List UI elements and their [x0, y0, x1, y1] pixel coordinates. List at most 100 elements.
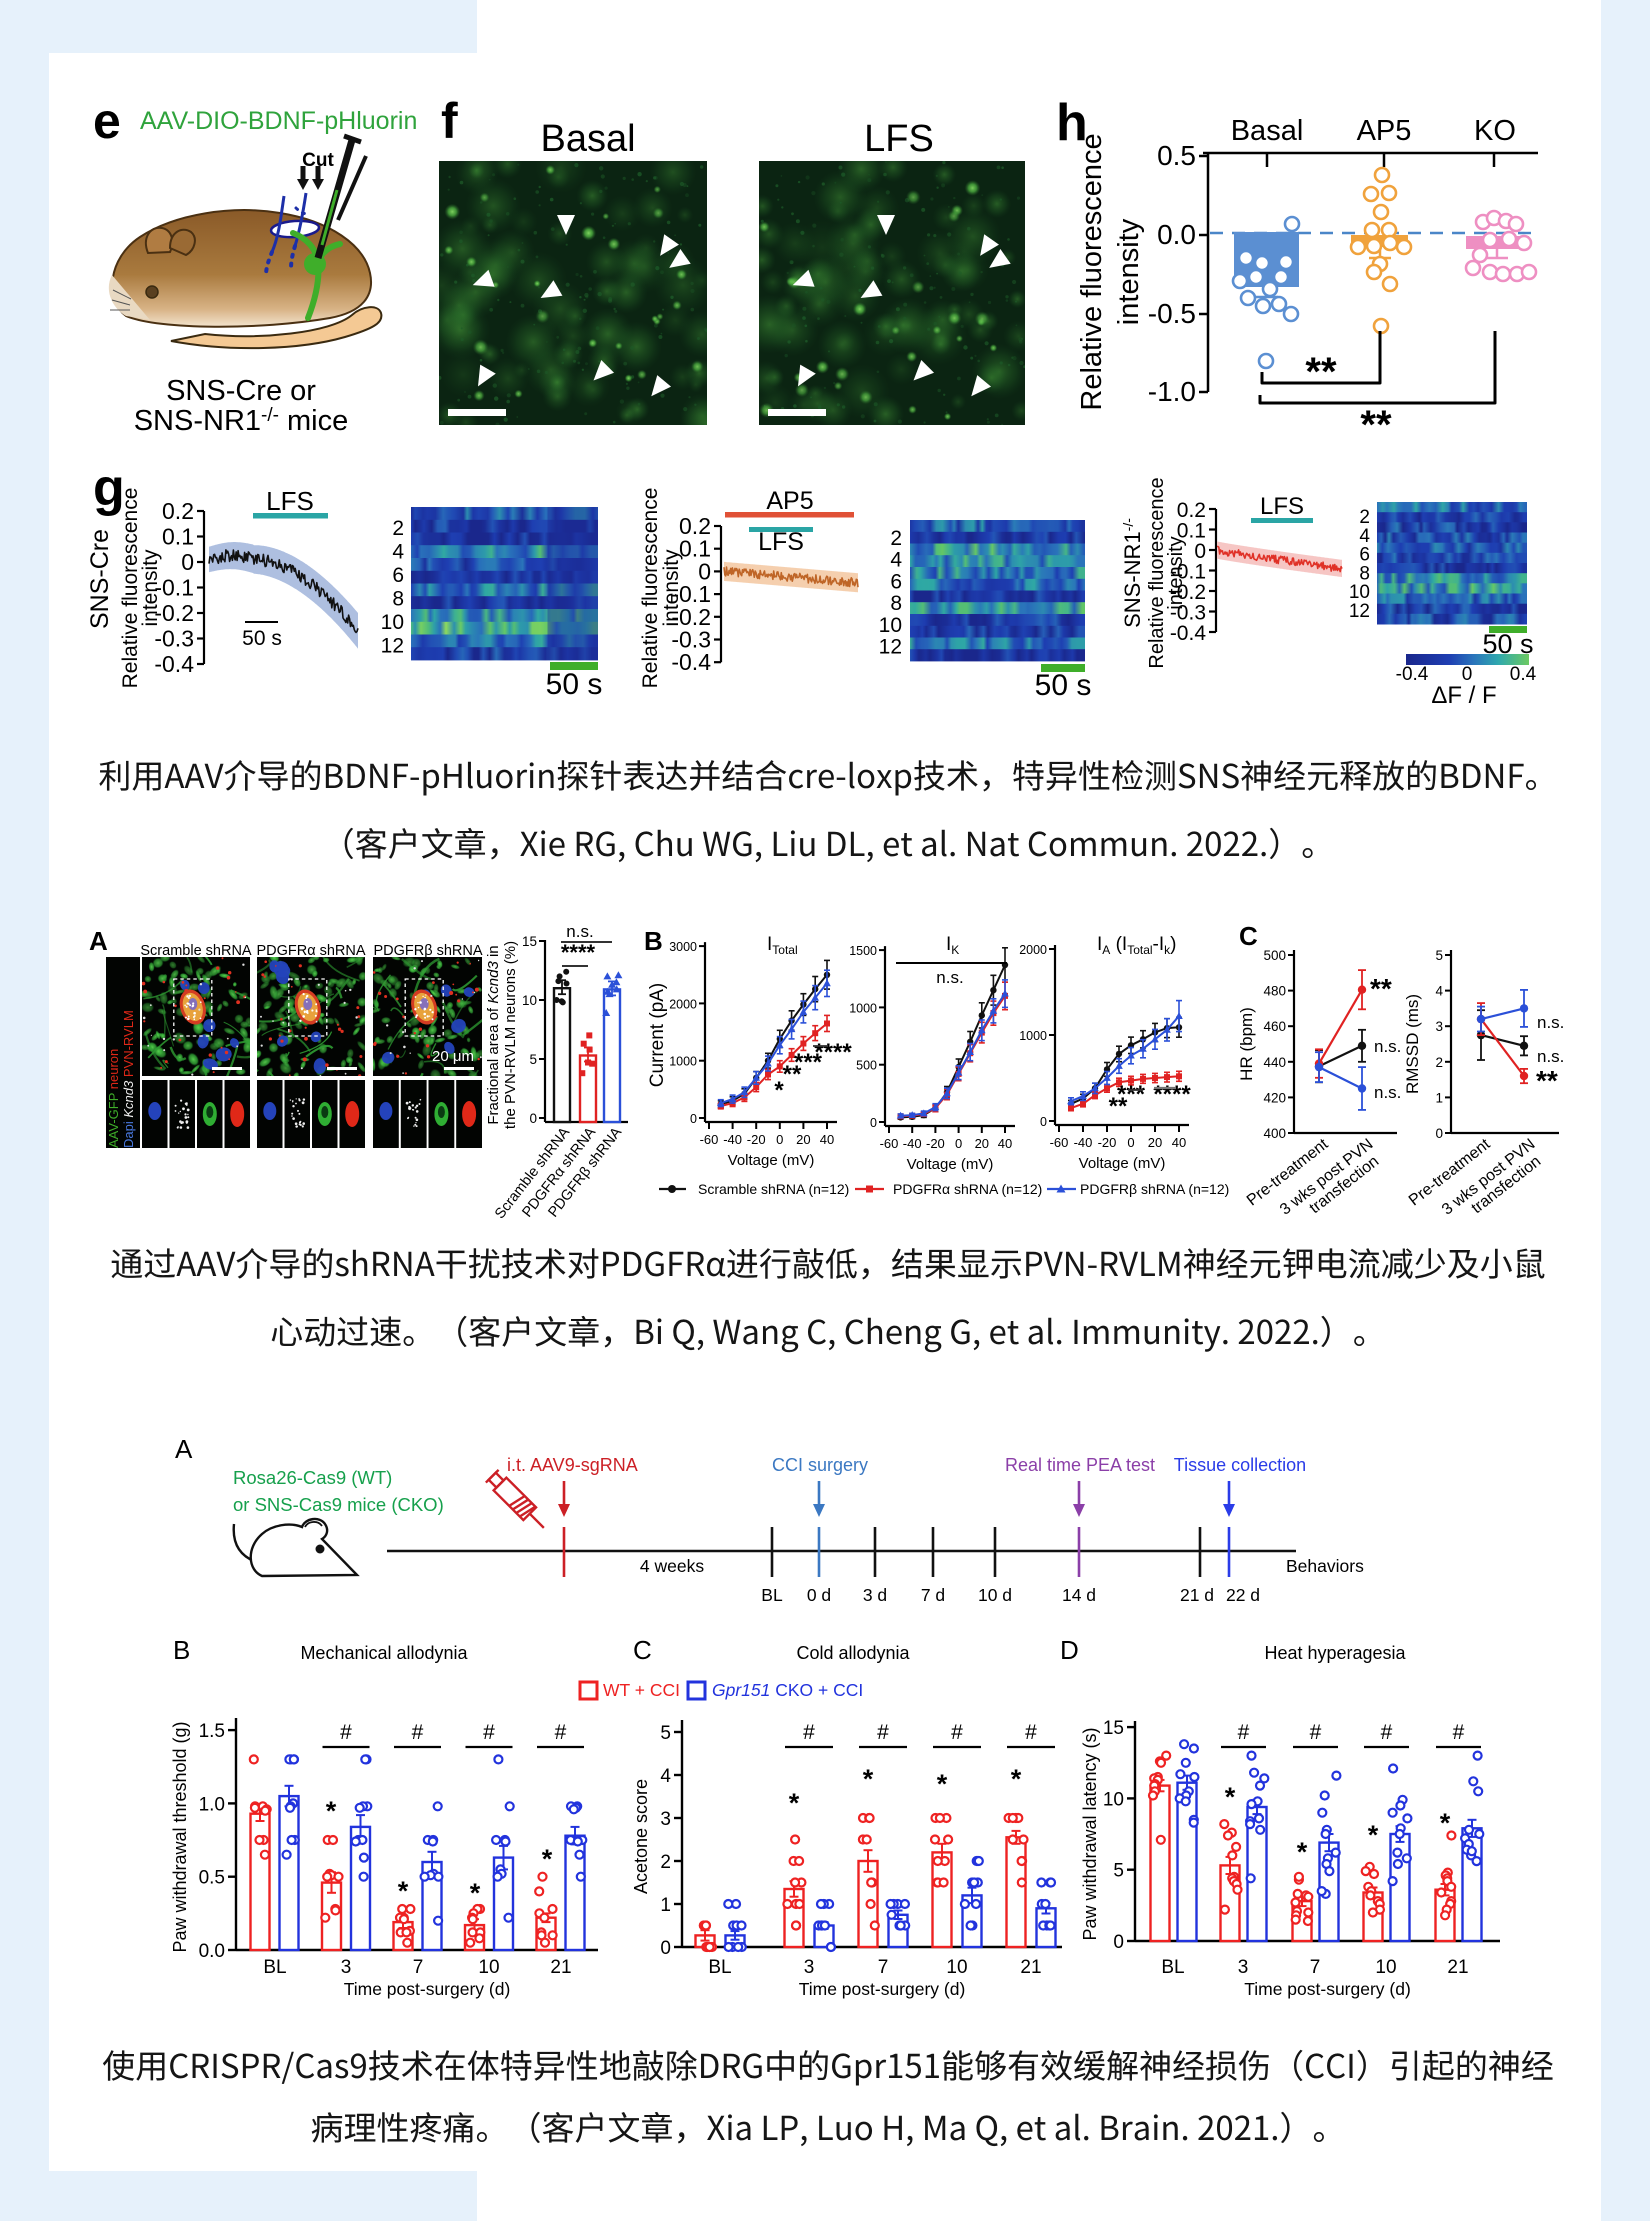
svg-text:5: 5	[1435, 948, 1443, 963]
svg-text:intensity: intensity	[139, 549, 162, 627]
svg-text:20: 20	[796, 1132, 810, 1147]
svg-text:n.s.: n.s.	[1374, 1083, 1401, 1102]
svg-text:22 d: 22 d	[1226, 1585, 1260, 1605]
svg-text:-40: -40	[1074, 1135, 1093, 1150]
svg-text:-0.1: -0.1	[1170, 561, 1206, 584]
svg-text:10 d: 10 d	[978, 1585, 1012, 1605]
svg-text:-1.0: -1.0	[1148, 376, 1196, 407]
svg-text:-0.4: -0.4	[671, 649, 711, 675]
svg-text:2000: 2000	[669, 997, 697, 1011]
svg-text:n.s.: n.s.	[1537, 1013, 1564, 1032]
svg-text:**: **	[783, 1061, 802, 1088]
svg-text:10: 10	[522, 993, 537, 1008]
svg-text:7 d: 7 d	[921, 1585, 945, 1605]
svg-text:20 μm: 20 μm	[432, 1048, 474, 1065]
svg-text:-60: -60	[880, 1136, 899, 1151]
svg-text:0.1: 0.1	[1177, 520, 1206, 543]
svg-text:Basal: Basal	[540, 118, 635, 160]
svg-text:*: *	[398, 1876, 409, 1906]
svg-text:**: **	[1109, 1093, 1128, 1120]
svg-text:0: 0	[698, 558, 711, 584]
svg-text:#: #	[951, 1721, 963, 1744]
svg-text:0: 0	[1194, 540, 1206, 563]
svg-text:g: g	[93, 459, 125, 517]
svg-text:10: 10	[381, 611, 404, 634]
svg-text:LFS: LFS	[864, 118, 934, 160]
svg-text:#: #	[803, 1721, 815, 1744]
svg-text:Gpr151 CKO + CCI: Gpr151 CKO + CCI	[712, 1680, 863, 1700]
svg-text:-40: -40	[723, 1132, 742, 1147]
svg-text:Voltage (mV): Voltage (mV)	[1079, 1155, 1166, 1172]
svg-text:C: C	[1239, 921, 1258, 951]
svg-text:500: 500	[1263, 948, 1286, 963]
svg-text:20: 20	[975, 1136, 989, 1151]
svg-text:40: 40	[1172, 1135, 1186, 1150]
svg-text:Behaviors: Behaviors	[1286, 1556, 1364, 1576]
svg-text:#: #	[483, 1721, 495, 1744]
svg-text:0: 0	[870, 1116, 877, 1130]
svg-text:ΔF / F: ΔF / F	[1431, 682, 1496, 709]
svg-text:SNS-NR1-/-: SNS-NR1-/-	[1120, 518, 1145, 628]
svg-text:Mechanical allodynia: Mechanical allodynia	[300, 1643, 468, 1663]
svg-text:*: *	[789, 1788, 800, 1818]
svg-text:n.s.: n.s.	[936, 968, 963, 987]
svg-text:BL: BL	[708, 1957, 731, 1978]
svg-text:0.5: 0.5	[199, 1868, 225, 1889]
svg-text:n.s.: n.s.	[566, 922, 593, 941]
svg-text:-20: -20	[1098, 1135, 1117, 1150]
svg-text:-0.2: -0.2	[1170, 581, 1206, 604]
svg-text:AP5: AP5	[1357, 115, 1412, 147]
svg-text:3000: 3000	[669, 940, 697, 954]
svg-text:*: *	[1011, 1764, 1022, 1794]
svg-text:2: 2	[660, 1852, 671, 1873]
svg-text:5: 5	[1113, 1861, 1124, 1882]
svg-text:3: 3	[341, 1957, 352, 1978]
svg-text:Cold allodynia: Cold allodynia	[796, 1643, 910, 1663]
svg-text:4 weeks: 4 weeks	[640, 1556, 704, 1576]
svg-text:0 d: 0 d	[807, 1585, 831, 1605]
svg-text:Rosa26-Cas9 (WT): Rosa26-Cas9 (WT)	[233, 1467, 392, 1488]
svg-text:50 s: 50 s	[546, 668, 603, 701]
svg-text:HR (bpm): HR (bpm)	[1237, 1007, 1256, 1081]
svg-text:1.0: 1.0	[199, 1794, 225, 1815]
svg-text:0.0: 0.0	[199, 1941, 225, 1962]
svg-text:-0.4: -0.4	[1170, 622, 1207, 645]
svg-text:6: 6	[392, 564, 404, 587]
svg-text:1: 1	[1435, 1090, 1443, 1105]
svg-text:-0.1: -0.1	[671, 581, 711, 607]
svg-text:-0.3: -0.3	[154, 626, 194, 652]
svg-text:-0.4: -0.4	[154, 651, 194, 677]
svg-text:20: 20	[1148, 1135, 1162, 1150]
svg-text:21 d: 21 d	[1180, 1585, 1214, 1605]
svg-text:Time post-surgery (d): Time post-surgery (d)	[344, 1979, 511, 1999]
svg-text:PDGFRβ shRNA (n=12): PDGFRβ shRNA (n=12)	[1080, 1181, 1229, 1197]
svg-text:n.s.: n.s.	[1374, 1037, 1401, 1056]
svg-text:WT + CCI: WT + CCI	[603, 1680, 680, 1700]
svg-text:0: 0	[529, 1111, 537, 1126]
svg-text:40: 40	[820, 1132, 834, 1147]
svg-text:2: 2	[890, 527, 902, 550]
svg-text:-20: -20	[926, 1136, 945, 1151]
svg-text:480: 480	[1263, 984, 1286, 999]
svg-text:#: #	[877, 1721, 889, 1744]
svg-text:PDGFRα shRNA: PDGFRα shRNA	[256, 943, 365, 959]
svg-text:0.1: 0.1	[679, 536, 711, 562]
svg-text:6: 6	[890, 570, 902, 593]
svg-text:#: #	[1381, 1721, 1393, 1744]
svg-text:RMSSD (ms): RMSSD (ms)	[1403, 994, 1422, 1094]
svg-text:0: 0	[1435, 1126, 1443, 1141]
svg-text:-0.2: -0.2	[154, 600, 194, 626]
svg-text:intensity: intensity	[1165, 536, 1187, 609]
svg-text:15: 15	[522, 934, 537, 949]
svg-text:460: 460	[1263, 1019, 1286, 1034]
svg-text:0: 0	[1113, 1932, 1124, 1953]
svg-text:h: h	[1056, 94, 1088, 152]
svg-text:2: 2	[1435, 1055, 1443, 1070]
svg-text:IK: IK	[946, 934, 959, 957]
svg-text:Cut: Cut	[302, 150, 334, 171]
svg-text:10: 10	[1103, 1789, 1124, 1810]
svg-text:*: *	[542, 1844, 553, 1874]
svg-text:Real time PEA test: Real time PEA test	[1005, 1455, 1155, 1475]
svg-text:***: ***	[1117, 1081, 1146, 1108]
svg-text:-0.5: -0.5	[1148, 298, 1196, 329]
